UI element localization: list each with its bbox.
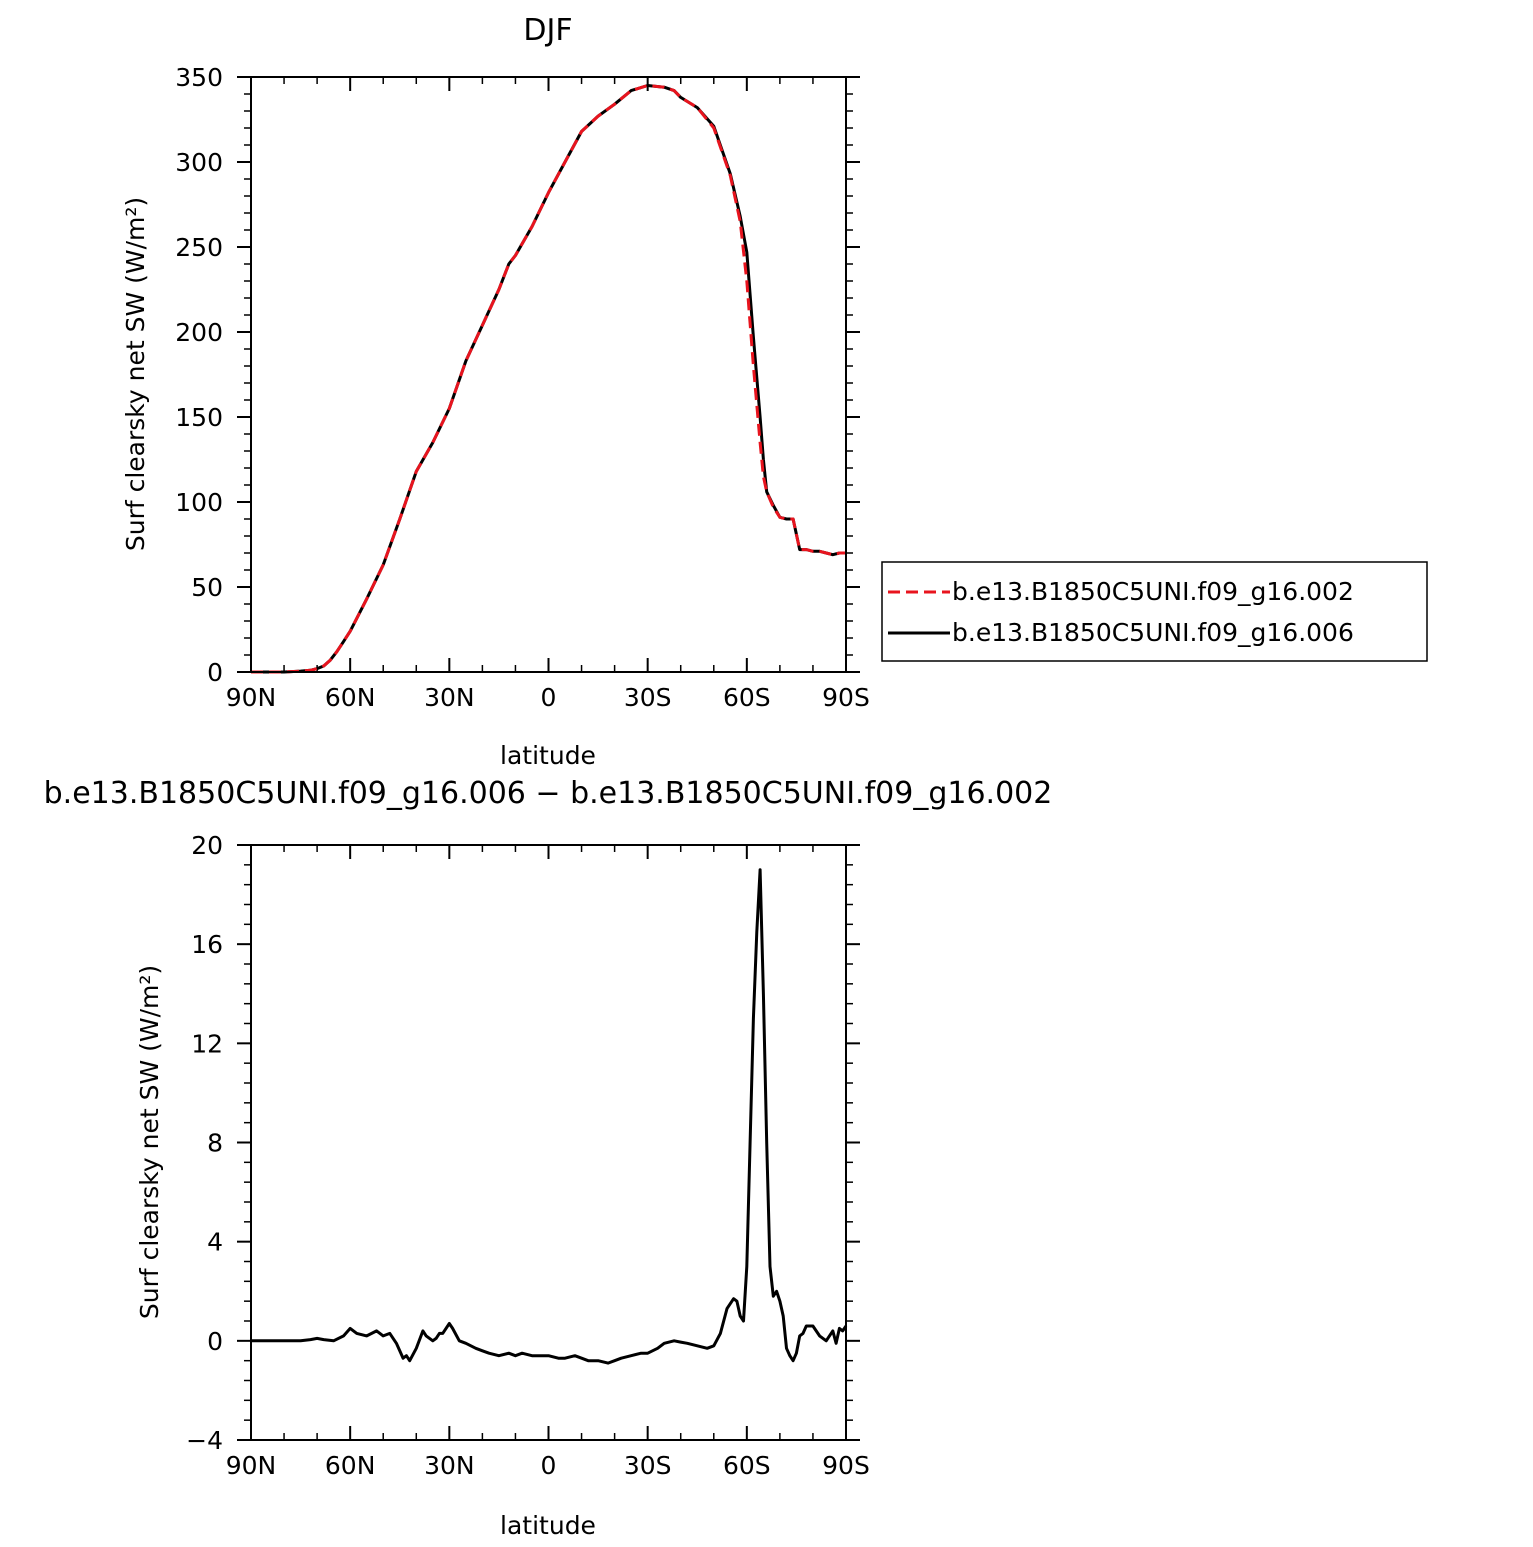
bottom-chart-series <box>251 868 848 1365</box>
y-tick-label: 4 <box>207 1228 223 1257</box>
bottom-chart-frame <box>250 844 847 1441</box>
legend-box <box>881 561 1428 662</box>
bottom-chart-xlabel: latitude <box>500 1511 596 1540</box>
y-tick-label: 12 <box>191 1029 223 1058</box>
x-tick-label: 30S <box>624 1451 672 1480</box>
series-line <box>251 84 846 674</box>
y-tick-label: 0 <box>207 1327 223 1356</box>
y-tick-label: 50 <box>191 573 223 602</box>
x-tick-label: 90S <box>822 1451 870 1480</box>
bottom-chart-tick-labels: 90N 60N 30N 0 30S 60S 90S −4 0 4 8 12 16 20 <box>186 831 870 1480</box>
x-tick-label: 0 <box>541 1451 557 1480</box>
x-tick-label: 90N <box>226 683 277 712</box>
top-chart-frame <box>250 76 847 673</box>
top-chart-tick-labels: 90N 60N 30N 0 30S 60S 90S 0 50 100 150 200 250 300 350 <box>175 63 870 712</box>
y-tick-label: 0 <box>207 658 223 687</box>
y-tick-label: 100 <box>175 488 223 517</box>
series-line <box>251 84 846 674</box>
x-tick-label: 0 <box>541 683 557 712</box>
x-tick-label: 60S <box>723 683 771 712</box>
x-tick-label: 30N <box>424 683 475 712</box>
x-tick-label: 90S <box>822 683 870 712</box>
x-tick-label: 30S <box>624 683 672 712</box>
y-tick-label: 8 <box>207 1129 223 1158</box>
legend: b.e13.B1850C5UNI.f09_g16.002 b.e13.B1850… <box>881 561 1428 662</box>
y-tick-label: 250 <box>175 233 223 262</box>
y-tick-label: 150 <box>175 403 223 432</box>
y-tick-label: 350 <box>175 63 223 92</box>
x-tick-label: 60N <box>325 683 376 712</box>
x-tick-label: 60S <box>723 1451 771 1480</box>
x-tick-label: 90N <box>226 1451 277 1480</box>
top-chart-series <box>251 84 846 674</box>
top-chart-ticks <box>237 76 860 673</box>
y-tick-label: 20 <box>191 831 223 860</box>
series-line <box>251 868 848 1365</box>
top-chart-xlabel: latitude <box>500 741 596 770</box>
y-tick-label: 16 <box>191 930 223 959</box>
legend-label-002: b.e13.B1850C5UNI.f09_g16.002 <box>952 577 1354 606</box>
x-tick-label: 60N <box>325 1451 376 1480</box>
x-tick-label: 30N <box>424 1451 475 1480</box>
y-tick-label: 300 <box>175 148 223 177</box>
y-tick-label: −4 <box>186 1426 223 1455</box>
y-tick-label: 200 <box>175 318 223 347</box>
top-chart-title: DJF <box>523 13 572 48</box>
legend-label-006: b.e13.B1850C5UNI.f09_g16.006 <box>952 618 1354 647</box>
bottom-chart-ylabel: Surf clearsky net SW (W/m²) <box>135 965 164 1319</box>
top-chart: DJF 90N 60N 30N 0 30S 60S 90S 0 50 100 150 200 250 30… <box>121 13 1428 770</box>
top-chart-ylabel: Surf clearsky net SW (W/m²) <box>121 197 150 551</box>
bottom-chart-title: b.e13.B1850C5UNI.f09_g16.006 − b.e13.B18… <box>44 776 1053 811</box>
bottom-chart: b.e13.B1850C5UNI.f09_g16.006 − b.e13.B18… <box>44 776 1053 1540</box>
